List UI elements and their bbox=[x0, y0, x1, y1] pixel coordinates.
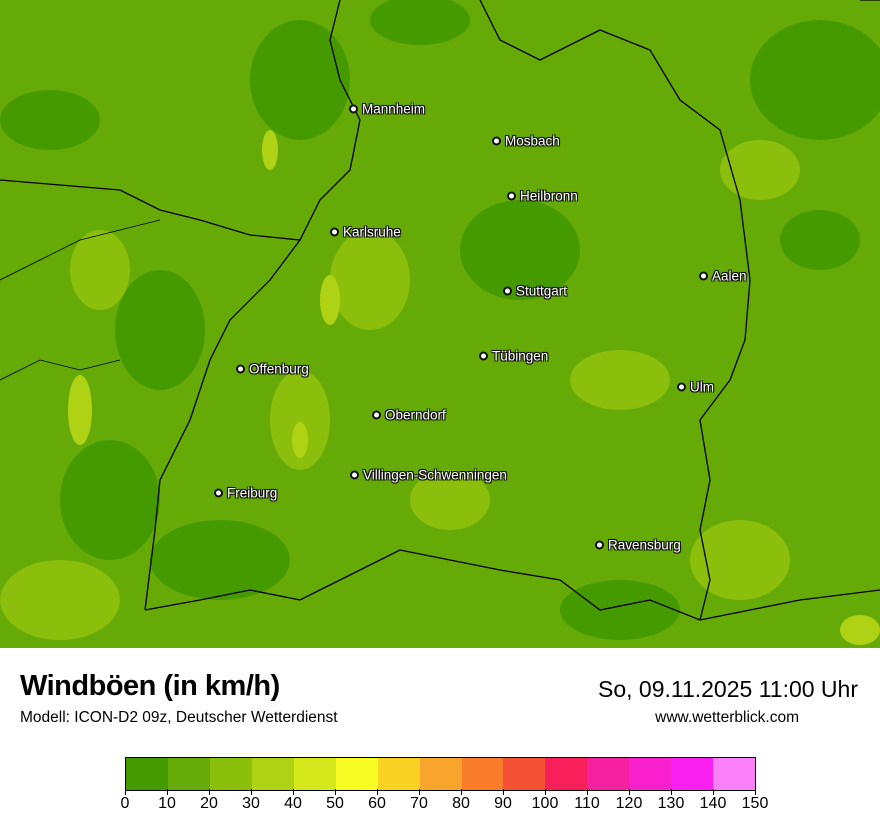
legend-swatch bbox=[671, 758, 714, 790]
legend-tick-label: 50 bbox=[326, 795, 344, 812]
legend-tick bbox=[377, 789, 378, 795]
legend-tick-label: 0 bbox=[120, 795, 130, 812]
legend-tick-label: 10 bbox=[158, 795, 176, 812]
legend-swatch bbox=[587, 758, 630, 790]
city-dot bbox=[236, 364, 245, 374]
legend-swatch bbox=[293, 758, 336, 790]
city-marker: Aalen bbox=[699, 269, 747, 284]
city-marker: Tübingen bbox=[479, 349, 548, 364]
legend-swatch bbox=[461, 758, 504, 790]
city-marker: Ulm bbox=[677, 380, 714, 395]
city-label: Oberndorf bbox=[385, 407, 446, 423]
legend-tick-label: 70 bbox=[410, 795, 428, 812]
legend-swatch bbox=[377, 758, 420, 790]
city-label: Ulm bbox=[690, 379, 714, 395]
city-label: Freiburg bbox=[227, 485, 278, 501]
city-dot bbox=[349, 104, 358, 114]
legend-tick-label: 140 bbox=[699, 795, 727, 812]
map-title: Windböen (in km/h) bbox=[20, 670, 280, 702]
legend-tick bbox=[671, 789, 672, 795]
legend-swatch bbox=[167, 758, 210, 790]
legend-tick bbox=[461, 789, 462, 795]
city-marker: Stuttgart bbox=[503, 284, 567, 299]
legend-tick bbox=[251, 789, 252, 795]
city-marker: Ravensburg bbox=[595, 538, 681, 553]
city-marker: Oberndorf bbox=[372, 408, 446, 423]
borders bbox=[0, 0, 880, 621]
city-dot bbox=[479, 351, 488, 361]
city-marker: Mosbach bbox=[492, 134, 560, 149]
legend-tick bbox=[125, 789, 126, 795]
city-dot bbox=[492, 136, 501, 146]
city-label: Mosbach bbox=[505, 133, 560, 149]
city-label: Villingen-Schwenningen bbox=[363, 467, 507, 483]
legend-swatch bbox=[629, 758, 672, 790]
legend-tick bbox=[419, 789, 420, 795]
city-dot bbox=[699, 271, 708, 281]
city-marker: Offenburg bbox=[236, 362, 309, 377]
legend-swatch bbox=[545, 758, 588, 790]
legend-swatch bbox=[209, 758, 252, 790]
legend-tick bbox=[713, 789, 714, 795]
city-dot bbox=[350, 470, 359, 480]
legend-tick bbox=[629, 789, 630, 795]
legend-tick bbox=[755, 789, 756, 795]
city-dot bbox=[507, 191, 516, 201]
yellow-green-areas bbox=[68, 130, 880, 645]
legend-swatch bbox=[419, 758, 462, 790]
legend-tick-label: 100 bbox=[531, 795, 559, 812]
city-dot bbox=[330, 227, 339, 237]
city-dot bbox=[677, 382, 686, 392]
city-dot bbox=[214, 488, 223, 498]
city-dot bbox=[372, 410, 381, 420]
legend-tick bbox=[293, 789, 294, 795]
color-legend bbox=[125, 757, 756, 791]
city-label: Mannheim bbox=[362, 101, 426, 117]
legend-tick-label: 20 bbox=[200, 795, 218, 812]
website-link: www.wetterblick.com bbox=[655, 709, 799, 726]
legend-tick-label: 110 bbox=[574, 795, 600, 812]
city-label: Offenburg bbox=[249, 361, 309, 377]
city-dot bbox=[503, 286, 512, 296]
city-label: Stuttgart bbox=[516, 283, 568, 299]
legend-tick bbox=[587, 789, 588, 795]
legend-tick-label: 60 bbox=[368, 795, 386, 812]
city-dot bbox=[595, 540, 604, 550]
city-marker: Villingen-Schwenningen bbox=[350, 468, 507, 483]
legend-tick bbox=[209, 789, 210, 795]
dark-green-areas bbox=[0, 0, 880, 640]
legend-tick bbox=[545, 789, 546, 795]
city-marker: Freiburg bbox=[214, 486, 277, 501]
legend-swatch bbox=[251, 758, 294, 790]
legend-tick-label: 120 bbox=[615, 795, 643, 812]
legend-tick-label: 40 bbox=[284, 795, 302, 812]
city-marker: Mannheim bbox=[349, 102, 425, 117]
wind-gust-map: Mannheim Mosbach Heilbronn Karlsruhe Aal… bbox=[0, 0, 880, 648]
city-label: Ravensburg bbox=[608, 537, 681, 553]
legend-tick-label: 30 bbox=[242, 795, 260, 812]
city-marker: Heilbronn bbox=[507, 189, 578, 204]
legend-tick bbox=[503, 789, 504, 795]
legend-swatch bbox=[335, 758, 378, 790]
map-shading-and-borders bbox=[0, 0, 880, 645]
city-label: Tübingen bbox=[492, 348, 549, 364]
city-label: Aalen bbox=[712, 268, 747, 284]
legend-swatch bbox=[503, 758, 546, 790]
model-source: Modell: ICON-D2 09z, Deutscher Wetterdie… bbox=[20, 709, 338, 726]
city-label: Heilbronn bbox=[520, 188, 578, 204]
legend-tick-label: 130 bbox=[657, 795, 685, 812]
legend-tick-label: 150 bbox=[741, 795, 769, 812]
light-green-areas bbox=[0, 140, 800, 640]
legend-swatch bbox=[126, 758, 168, 790]
city-marker: Karlsruhe bbox=[330, 225, 401, 240]
legend-tick bbox=[335, 789, 336, 795]
forecast-datetime: So, 09.11.2025 11:00 Uhr bbox=[597, 676, 858, 702]
legend-tick-label: 80 bbox=[452, 795, 470, 812]
city-label: Karlsruhe bbox=[343, 224, 401, 240]
legend-swatch bbox=[713, 758, 756, 790]
legend-tick-label: 90 bbox=[494, 795, 512, 812]
legend-tick bbox=[167, 789, 168, 795]
